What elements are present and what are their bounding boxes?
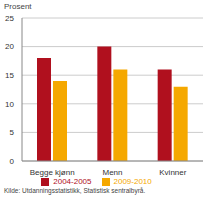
- html-text:Prosent: Prosent: [4, 2, 32, 11]
- svg-text:Begge kjønn: Begge kjønn: [30, 168, 75, 177]
- html-text:2009-2010: 2009-2010: [113, 177, 152, 186]
- html-text:2004-2005: 2004-2005: [53, 177, 92, 186]
- svg-text:5: 5: [10, 128, 15, 137]
- html-text:Kilde: Utdanningsstatistikk, S: Kilde: Utdanningsstatistikk, Statistisk …: [4, 187, 146, 194]
- svg-text:Kvinner: Kvinner: [159, 168, 186, 177]
- svg-text:Menn: Menn: [102, 168, 122, 177]
- svg-text:20: 20: [8, 42, 15, 51]
- svg-text:10: 10: [8, 100, 15, 109]
- svg-text:25: 25: [8, 14, 15, 23]
- svg-text:0: 0: [10, 157, 15, 166]
- svg-text:15: 15: [8, 71, 15, 80]
